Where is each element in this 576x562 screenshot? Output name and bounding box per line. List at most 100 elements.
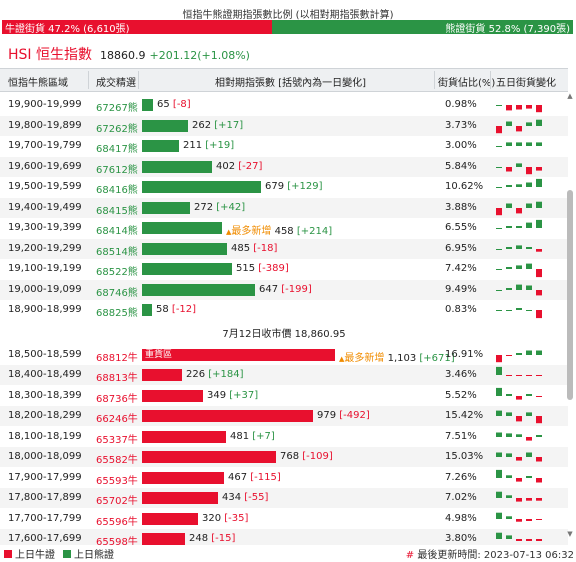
spark-bar: [536, 395, 542, 397]
scrollbar-thumb[interactable]: [567, 190, 573, 400]
contracts-value: 65: [157, 99, 170, 110]
contracts-label: 467 [-115]: [228, 472, 281, 483]
table-row[interactable]: 19,200-19,299 68514熊 485 [-18] 6.95%: [0, 238, 568, 259]
outstanding-pct: 7.42%: [445, 263, 477, 274]
contracts-label: 65 [-8]: [157, 99, 191, 110]
contracts-label: 481 [+7]: [230, 431, 275, 442]
table-row[interactable]: 19,700-19,799 68417熊 211 [+19] 3.00%: [0, 136, 568, 156]
spark-bar: [506, 203, 512, 208]
table-row[interactable]: 17,900-17,999 65593牛 467 [-115] 7.26%: [0, 468, 568, 488]
spark-bar: [536, 142, 542, 146]
table-row[interactable]: 19,800-19,899 67262熊 262 [+17] 3.73%: [0, 115, 568, 136]
spark-bar: [536, 416, 542, 424]
outstanding-pct: 4.98%: [445, 512, 477, 524]
table-row[interactable]: 18,300-18,399 68736牛 349 [+37] 5.52%: [0, 386, 568, 406]
spark-bar: [526, 166, 532, 174]
row-code-link[interactable]: 68414熊: [96, 226, 138, 237]
row-code-link[interactable]: 68825熊: [96, 308, 138, 319]
triangle-up-icon: ▲: [339, 354, 345, 363]
row-code-link[interactable]: 68812牛: [96, 352, 138, 364]
outstanding-pct: 15.42%: [445, 410, 484, 421]
row-code-link[interactable]: 68514熊: [96, 246, 138, 258]
row-code-link[interactable]: 65702牛: [96, 496, 138, 507]
spark-bar: [516, 352, 522, 355]
contracts-label: 320 [-35]: [202, 513, 248, 524]
outstanding-pct: 9.49%: [445, 283, 477, 295]
spark-bar: [506, 432, 512, 437]
spark-bar: [526, 539, 532, 541]
spark-bar: [516, 477, 522, 482]
outstanding-pct: 16.91%: [445, 348, 484, 360]
contracts-label: 248 [-15]: [189, 533, 235, 544]
scrollbar[interactable]: ▲ ▼: [566, 90, 574, 540]
contracts-bar: [142, 283, 255, 296]
row-code-link[interactable]: 65593牛: [96, 475, 138, 487]
row-code-link[interactable]: 68417熊: [96, 144, 138, 155]
row-code-link[interactable]: 67267熊: [96, 103, 138, 114]
row-range: 19,200-19,299: [8, 242, 82, 254]
contracts-value: 1,103: [387, 352, 417, 364]
contracts-bar: [142, 99, 153, 111]
triangle-up-icon[interactable]: ▲: [567, 92, 573, 100]
row-code-link[interactable]: 68813牛: [96, 373, 138, 384]
row-code-link[interactable]: 67612熊: [96, 164, 138, 176]
row-code-link[interactable]: 66246牛: [96, 414, 138, 425]
table-row[interactable]: 17,700-17,799 65596牛 320 [-35] 4.98%: [0, 509, 568, 529]
contracts-label: 226 [+184]: [186, 369, 244, 380]
contracts-label: 515 [-389]: [236, 263, 289, 274]
table-row[interactable]: 19,600-19,699 67612熊 402 [-27] 5.84%: [0, 156, 568, 177]
table-row[interactable]: 18,000-18,099 65582牛 768 [-109] 15.03%: [0, 447, 568, 467]
row-code-link[interactable]: 65596牛: [96, 516, 138, 528]
table-row[interactable]: 19,900-19,999 67267熊 65 [-8] 0.98%: [0, 95, 568, 115]
table-row[interactable]: 19,100-19,199 68522熊 515 [-389] 7.42%: [0, 259, 568, 279]
spark-bar: [526, 412, 532, 416]
table-row[interactable]: 19,400-19,499 68415熊 272 [+42] 3.88%: [0, 197, 568, 218]
contracts-change: [-199]: [281, 283, 312, 295]
table-row[interactable]: 19,500-19,599 68416熊 679 [+129] 10.62%: [0, 177, 568, 197]
spark-bar: [536, 219, 542, 228]
row-code-link[interactable]: 65337牛: [96, 434, 138, 446]
spark-bar: [506, 515, 512, 519]
table-row[interactable]: 19,300-19,399 68414熊 ▲最多新增 458 [+214] 6.55%: [0, 218, 568, 238]
spark-bar: [526, 222, 532, 228]
table-row[interactable]: 18,200-18,299 66246牛 979 [-492] 15.42%: [0, 406, 568, 426]
row-code-link[interactable]: 68416熊: [96, 185, 138, 196]
contracts-label: 768 [-109]: [280, 451, 333, 462]
table-row[interactable]: 17,800-17,899 65702牛 434 [-55] 7.02%: [0, 488, 568, 508]
table-row[interactable]: 17,600-17,699 65598牛 248 [-15] 3.80%: [0, 529, 568, 545]
row-code-link[interactable]: 68522熊: [96, 267, 138, 278]
spark-bar: [496, 228, 502, 229]
triangle-down-icon[interactable]: ▼: [567, 530, 573, 538]
five-day-sparkline: [496, 244, 542, 252]
outstanding-pct: 5.84%: [445, 160, 477, 172]
five-day-sparkline: [496, 219, 542, 229]
contracts-value: 402: [216, 160, 236, 172]
spark-bar: [516, 184, 522, 187]
table-row[interactable]: 19,000-19,099 68746熊 647 [-199] 9.49%: [0, 279, 568, 300]
last-updated: # 最後更新時間: 2023-07-13 06:32: [406, 546, 574, 561]
row-code-link[interactable]: 65598牛: [96, 537, 138, 545]
contracts-value: 248: [189, 533, 209, 544]
table-row[interactable]: 18,500-18,599 68812牛 重貨區 ▲最多新增 1,103 [+671]…: [0, 345, 568, 365]
table-row[interactable]: 18,400-18,499 68813牛 226 [+184] 3.46%: [0, 365, 568, 385]
row-code-link[interactable]: 65582牛: [96, 455, 138, 466]
spark-bar: [506, 166, 512, 171]
spark-bar: [506, 535, 512, 539]
row-code-link[interactable]: 68415熊: [96, 205, 138, 217]
index-name[interactable]: HSI 恒生指數: [8, 47, 92, 63]
table-row[interactable]: 18,100-18,199 65337牛 481 [+7] 7.51%: [0, 427, 568, 447]
row-code-link[interactable]: 68746熊: [96, 287, 138, 299]
spark-bar: [516, 395, 522, 400]
spark-bar: [516, 539, 522, 541]
row-code-link[interactable]: 68736牛: [96, 393, 138, 405]
contracts-change: [+37]: [229, 389, 259, 401]
col-trend: 五日街貨變化: [496, 78, 556, 89]
row-code-link[interactable]: 67262熊: [96, 123, 138, 135]
spark-bar: [496, 269, 502, 270]
contracts-label: 679 [+129]: [265, 181, 323, 192]
table-row[interactable]: 18,900-18,999 68825熊 58 [-12] 0.83%: [0, 300, 568, 320]
index-price: 18860.9: [100, 49, 146, 62]
spark-bar: [506, 105, 512, 111]
contracts-bar: [142, 201, 190, 214]
spark-bar: [526, 263, 532, 269]
